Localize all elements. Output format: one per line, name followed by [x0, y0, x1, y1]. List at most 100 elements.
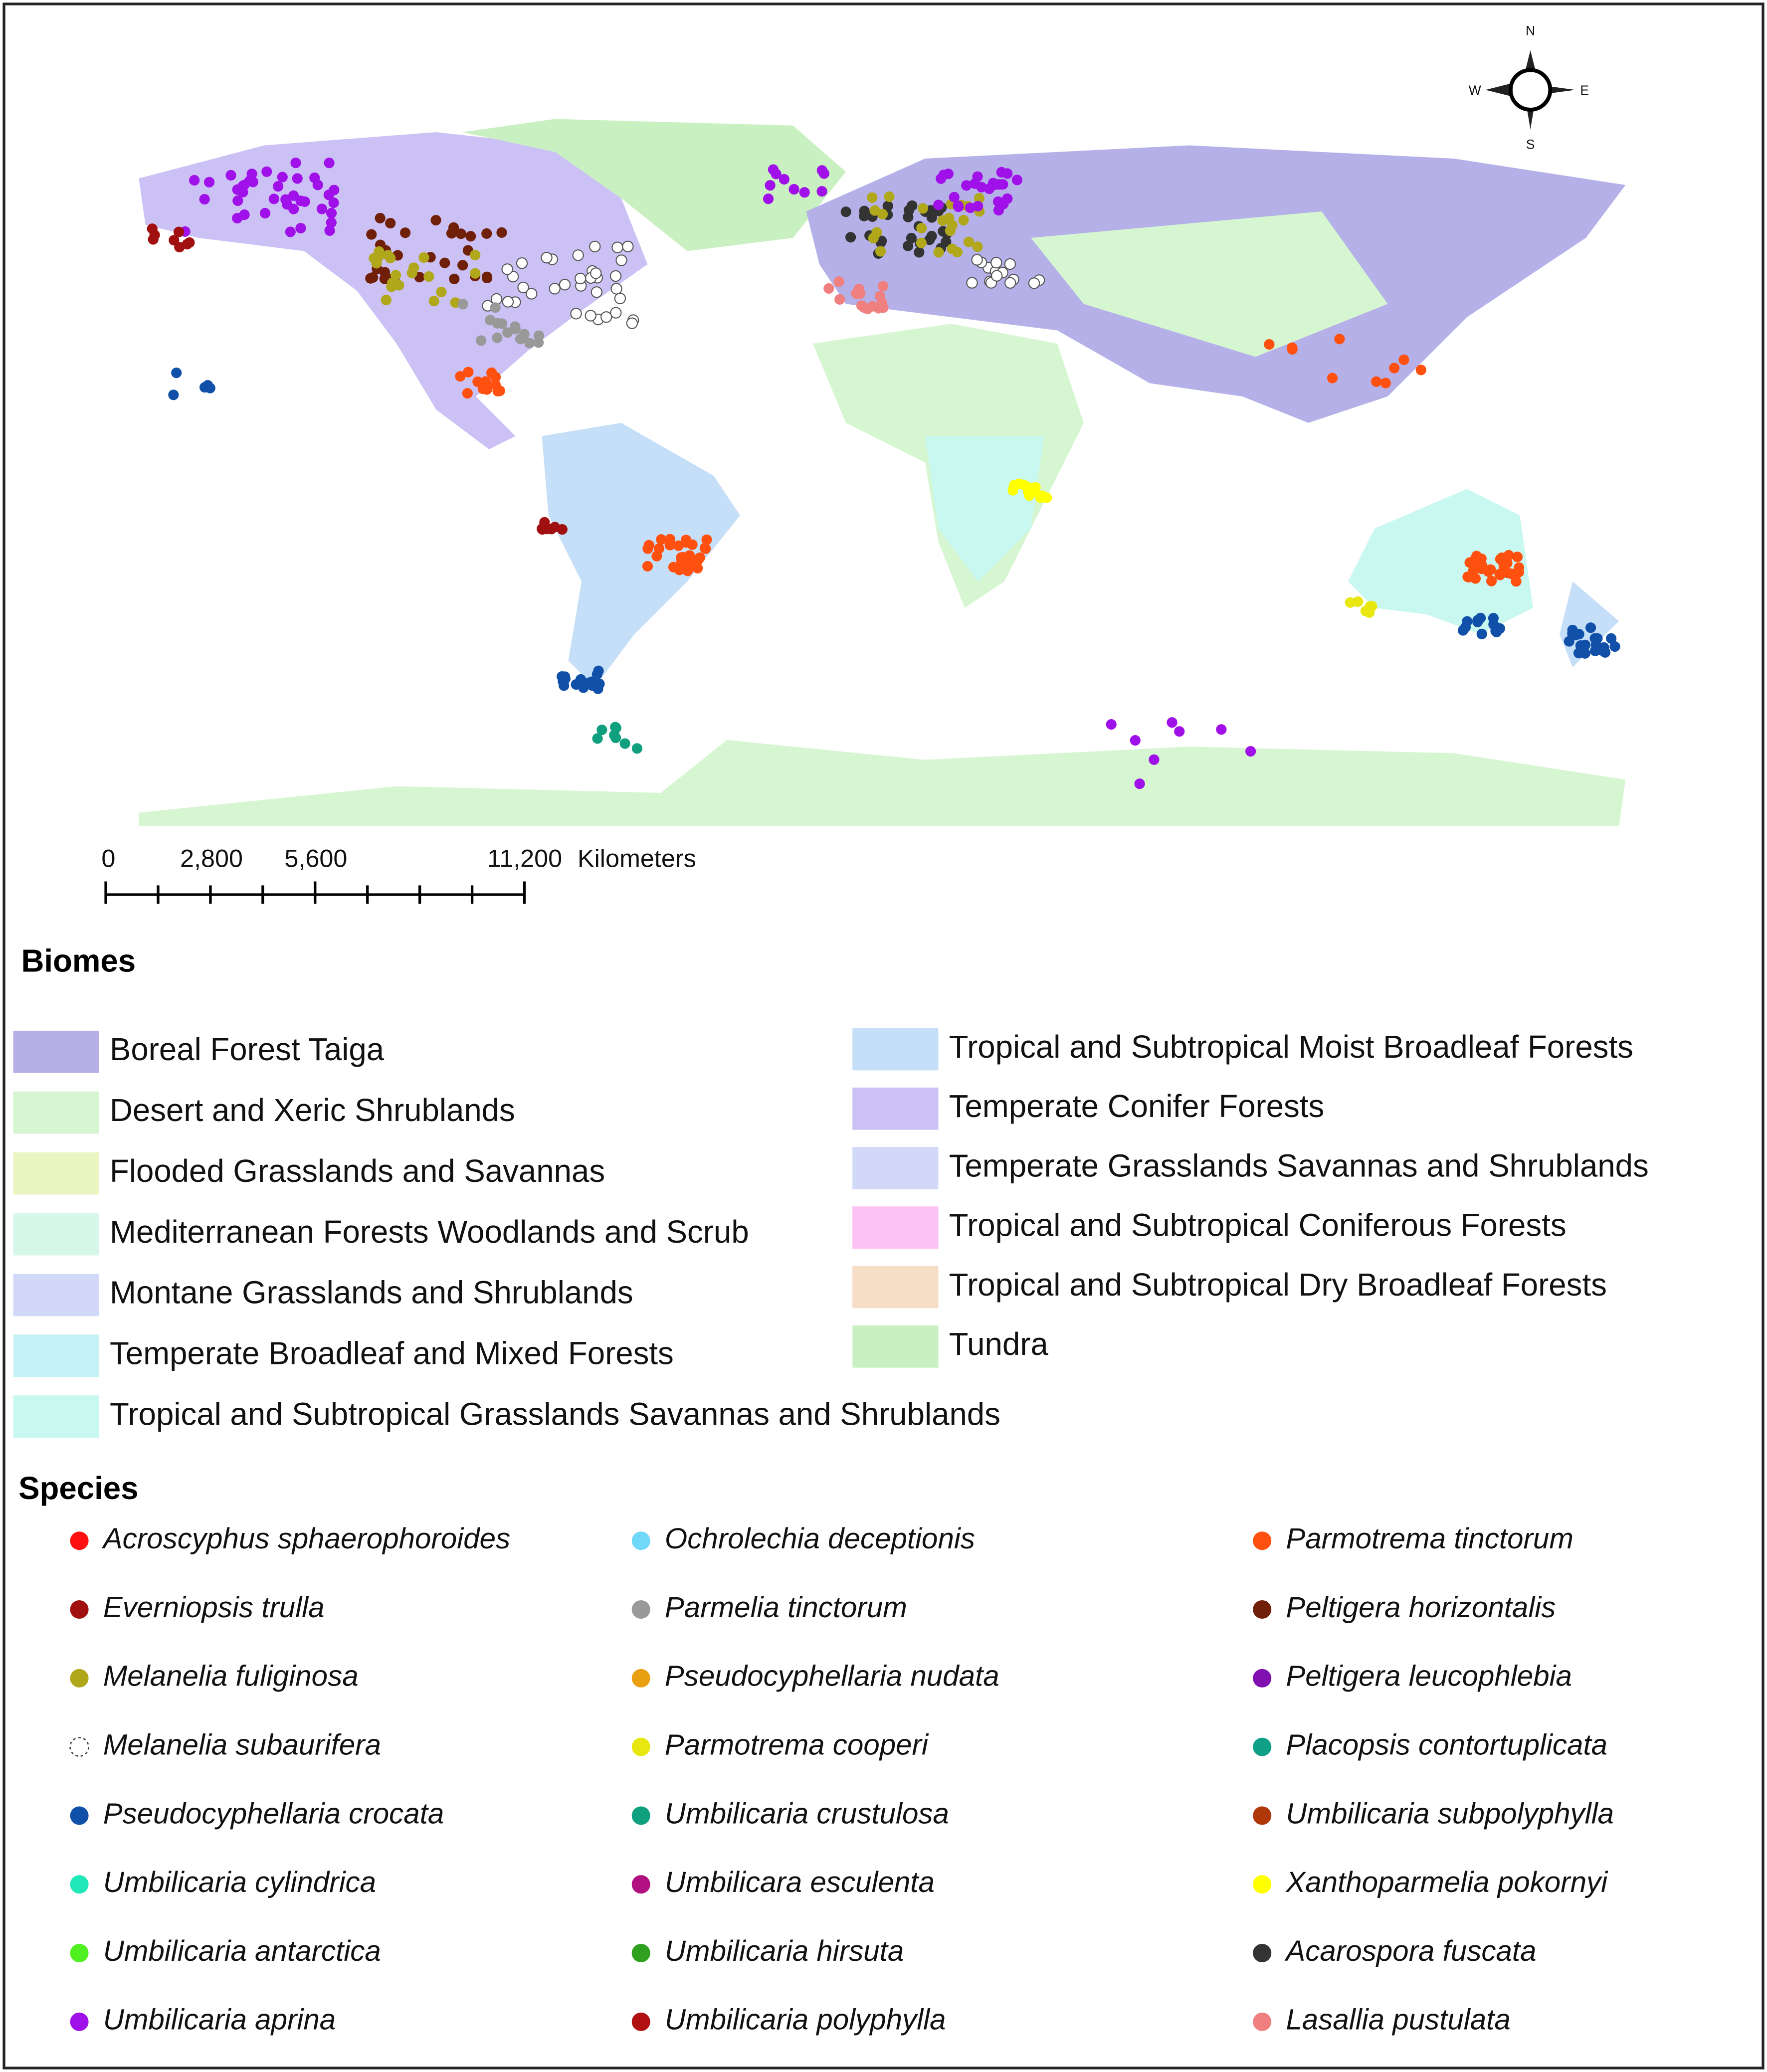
occurrence-point: [533, 337, 544, 348]
occurrence-point: [973, 200, 983, 211]
occurrence-point: [481, 272, 493, 284]
occurrence-point: [853, 283, 865, 294]
occurrence-point: [517, 281, 529, 294]
occurrence-point: [490, 302, 501, 313]
occurrence-point: [700, 543, 711, 554]
occurrence-point: [818, 168, 829, 179]
occurrence-point: [1494, 568, 1505, 579]
biome-label: Flooded Grasslands and Savannas: [110, 1153, 605, 1189]
occurrence-point: [933, 199, 944, 210]
occurrence-point: [524, 338, 535, 349]
occurrence-point: [677, 552, 688, 563]
occurrence-point: [1024, 490, 1035, 501]
species-label: Umbilicara esculenta: [665, 1866, 935, 1898]
occurrence-point: [989, 179, 1000, 190]
occurrence-point: [399, 227, 411, 238]
occurrence-point: [559, 279, 571, 291]
occurrence-point: [1004, 277, 1016, 289]
biome-swatch: [852, 1266, 939, 1309]
occurrence-point: [626, 317, 638, 329]
scale-label: 0: [101, 844, 115, 872]
occurrence-point: [840, 206, 851, 217]
occurrence-point: [199, 193, 210, 205]
occurrence-point: [701, 534, 712, 545]
occurrence-point: [1353, 596, 1364, 607]
species-label: Pseudocyphellaria nudata: [665, 1660, 999, 1693]
species-label: Peltigera horizontalis: [1286, 1591, 1556, 1624]
biome-swatch: [852, 1206, 939, 1249]
occurrence-point: [367, 272, 379, 283]
scale-label: 5,600: [284, 844, 347, 872]
occurrence-point: [916, 237, 927, 248]
occurrence-point: [1008, 481, 1019, 492]
species-marker: [1253, 1806, 1272, 1825]
biome-swatch: [13, 1091, 99, 1134]
species-title: Species: [18, 1471, 138, 1506]
biome-swatch: [852, 1325, 939, 1368]
occurrence-point: [1511, 576, 1522, 587]
species-marker: [1253, 1600, 1272, 1619]
occurrence-point: [882, 200, 893, 211]
occurrence-point: [490, 379, 501, 390]
occurrence-point: [592, 683, 603, 694]
occurrence-points: [147, 157, 1620, 789]
occurrence-point: [572, 249, 584, 261]
species-marker: [631, 1600, 650, 1619]
occurrence-point: [952, 246, 963, 258]
occurrence-point: [914, 247, 925, 258]
occurrence-point: [904, 204, 915, 215]
occurrence-point: [1345, 597, 1356, 608]
biome-label: Tropical and Subtropical Coniferous Fore…: [949, 1208, 1567, 1243]
occurrence-point: [610, 723, 621, 734]
occurrence-point: [481, 228, 492, 239]
antarctica: [139, 740, 1626, 826]
occurrence-point: [1216, 724, 1227, 735]
occurrence-point: [993, 205, 1004, 216]
compass-west: W: [1469, 83, 1481, 98]
occurrence-point: [463, 367, 474, 377]
occurrence-point: [570, 308, 582, 320]
occurrence-point: [917, 203, 929, 214]
species-label: Parmotrema cooperi: [665, 1729, 929, 1761]
occurrence-point: [1167, 717, 1178, 728]
biome-label: Tropical and Subtropical Grasslands Sava…: [110, 1396, 1000, 1432]
occurrence-point: [615, 254, 627, 266]
occurrence-point: [1605, 633, 1617, 644]
occurrence-point: [189, 175, 200, 186]
biome-swatch: [13, 1274, 99, 1317]
species-marker: [1253, 1531, 1272, 1550]
occurrence-point: [1245, 746, 1256, 757]
occurrence-point: [966, 277, 978, 289]
occurrence-point: [674, 565, 685, 575]
occurrence-point: [559, 671, 571, 682]
species-label: Parmotrema tinctorum: [1286, 1522, 1573, 1555]
species-marker: [631, 1669, 650, 1688]
biome-label: Tundra: [949, 1326, 1049, 1362]
occurrence-point: [642, 543, 653, 554]
species-marker: [70, 1943, 89, 1963]
occurrence-point: [823, 283, 834, 294]
occurrence-point: [462, 388, 473, 399]
occurrence-point: [990, 257, 1002, 269]
occurrence-point: [867, 192, 878, 203]
species-label: Umbilicaria aprina: [103, 2004, 336, 2036]
species-label: Everniopsis trulla: [103, 1591, 325, 1624]
occurrence-point: [1488, 613, 1499, 624]
occurrence-point: [324, 225, 335, 236]
occurrence-point: [168, 389, 179, 400]
biome-swatch: [13, 1334, 99, 1377]
species-marker: [631, 1806, 650, 1825]
occurrence-point: [202, 380, 213, 391]
scale-unit: Kilometers: [578, 844, 696, 872]
occurrence-point: [571, 679, 582, 690]
occurrence-point: [472, 376, 483, 387]
occurrence-point: [1472, 615, 1483, 626]
occurrence-point: [239, 209, 250, 220]
occurrence-point: [1327, 373, 1338, 383]
biome-swatch: [13, 1395, 99, 1438]
scale-label: 2,800: [180, 844, 243, 872]
occurrence-point: [225, 170, 236, 181]
occurrence-point: [1371, 376, 1382, 387]
occurrence-point: [585, 310, 596, 322]
occurrence-point: [244, 176, 255, 187]
